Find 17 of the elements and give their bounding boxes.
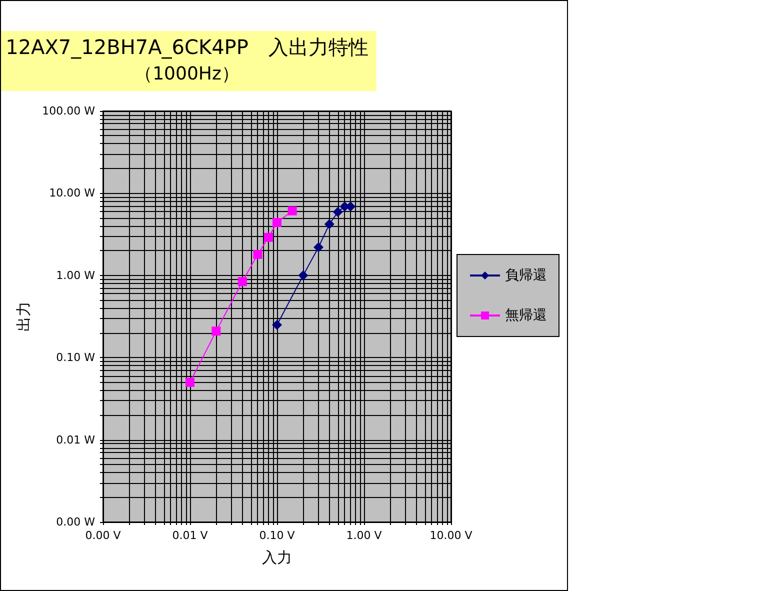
legend-label: 負帰還 <box>505 268 547 284</box>
y-tick-label: 1.00 W <box>56 268 96 282</box>
legend-label: 無帰還 <box>505 308 547 324</box>
x-tick-label: 0.00 V <box>85 529 122 542</box>
y-tick-label: 0.01 W <box>56 433 96 446</box>
chart-title: 12AX7_12BH7A_6CK4PP 入出力特性 <box>6 35 368 59</box>
y-tick-label: 0.10 W <box>56 351 96 364</box>
x-tick-label: 0.10 V <box>259 529 296 542</box>
chart-subtitle: （1000Hz） <box>134 64 240 84</box>
x-tick-label: 10.00 V <box>430 529 473 542</box>
x-axis-title: 入力 <box>262 548 292 566</box>
y-tick-label: 100.00 W <box>42 104 96 118</box>
x-tick-label: 1.00 V <box>346 529 382 542</box>
y-tick-label: 10.00 W <box>49 186 96 200</box>
y-tick-label: 0.00 W <box>56 516 96 528</box>
y-axis-title: 出力 <box>14 302 32 332</box>
x-tick-label: 0.01 V <box>172 529 208 542</box>
